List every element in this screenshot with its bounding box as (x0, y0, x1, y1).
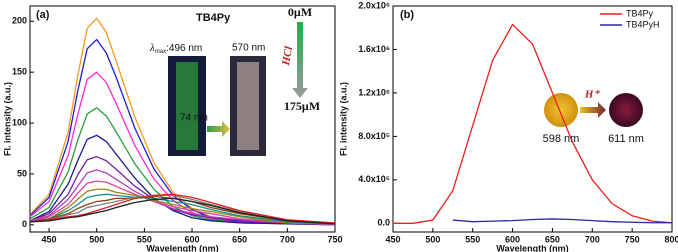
lambda-value: :496 nm (166, 43, 202, 54)
lambda: λ (149, 42, 155, 54)
series-line (29, 180, 336, 225)
series-line (29, 134, 336, 226)
annotation: H⁺ (584, 89, 601, 101)
annotation: 598 nm (543, 133, 580, 145)
x-tick-label: 700 (280, 234, 295, 244)
x-tick-label: 650 (232, 234, 247, 244)
plot-frame (392, 5, 673, 233)
arrow (580, 102, 606, 118)
annotation: 0μM (288, 5, 312, 19)
y-tick-label: 50 (17, 168, 27, 178)
y-tick-label: 2.0x10⁶ (358, 0, 390, 10)
x-tick-label: 600 (505, 234, 520, 244)
x-tick-label: 550 (137, 234, 152, 244)
x-tick-label: 450 (42, 234, 57, 244)
plot-frame (29, 5, 336, 233)
arrow (207, 121, 230, 137)
y-tick-label: 1.2x10⁶ (358, 87, 390, 97)
x-tick-label: 650 (545, 234, 560, 244)
x-tick-label: 750 (327, 234, 342, 244)
arrow (292, 22, 308, 98)
series-line (29, 188, 336, 225)
sample-image (544, 93, 578, 127)
x-tick-label: 750 (625, 234, 640, 244)
y-axis-label: Fl. intensity (a.u.) (338, 82, 348, 156)
series-line (29, 197, 336, 225)
y-tick-label: 0 (22, 219, 27, 229)
series-line (29, 156, 336, 226)
x-axis-label: Wavelength (nm) (496, 243, 568, 252)
lambda-label: λmax:496 nm (149, 42, 202, 55)
annotation: 570 nm (232, 43, 265, 54)
annotation: HCl (280, 45, 295, 68)
y-axis-label: Fl. intensity (a.u.) (2, 82, 12, 156)
series-line (29, 194, 336, 225)
lambda-sub: max (155, 49, 167, 55)
series-line (393, 23, 673, 224)
y-tick-label: 200 (12, 16, 27, 26)
x-tick-label: 600 (185, 234, 200, 244)
sample-image (609, 93, 643, 127)
y-tick-label: 150 (12, 67, 27, 77)
panel-label: (a) (36, 9, 50, 21)
x-tick-label: 500 (425, 234, 440, 244)
annotation: 74 nm (180, 113, 208, 124)
legend-label: TB4PyH (626, 19, 660, 29)
y-tick-label: 4.0x10⁵ (358, 174, 390, 184)
y-tick-label: 1.6x10⁶ (358, 44, 390, 54)
x-tick-label: 800 (664, 234, 678, 244)
cuvette-liquid (176, 62, 198, 150)
panel-label: (b) (400, 9, 414, 21)
y-tick-label: 100 (12, 117, 27, 127)
series-line (29, 193, 336, 224)
series-line (29, 195, 336, 225)
cuvette-liquid (237, 62, 259, 150)
x-tick-label: 450 (385, 234, 400, 244)
legend-label: TB4Py (626, 8, 654, 18)
annotation: 611 nm (608, 133, 644, 145)
y-tick-label: 0.0 (377, 218, 390, 228)
compound-label: TB4Py (196, 12, 231, 24)
annotation: 175μM (284, 99, 320, 113)
series-line (29, 193, 336, 225)
series-line (29, 169, 336, 226)
x-tick-label: 700 (585, 234, 600, 244)
y-tick-label: 8.0x10⁵ (358, 131, 390, 141)
x-tick-label: 550 (465, 234, 480, 244)
x-axis-label: Wavelength (nm) (146, 243, 218, 252)
x-tick-label: 500 (89, 234, 104, 244)
series-line (452, 218, 672, 224)
